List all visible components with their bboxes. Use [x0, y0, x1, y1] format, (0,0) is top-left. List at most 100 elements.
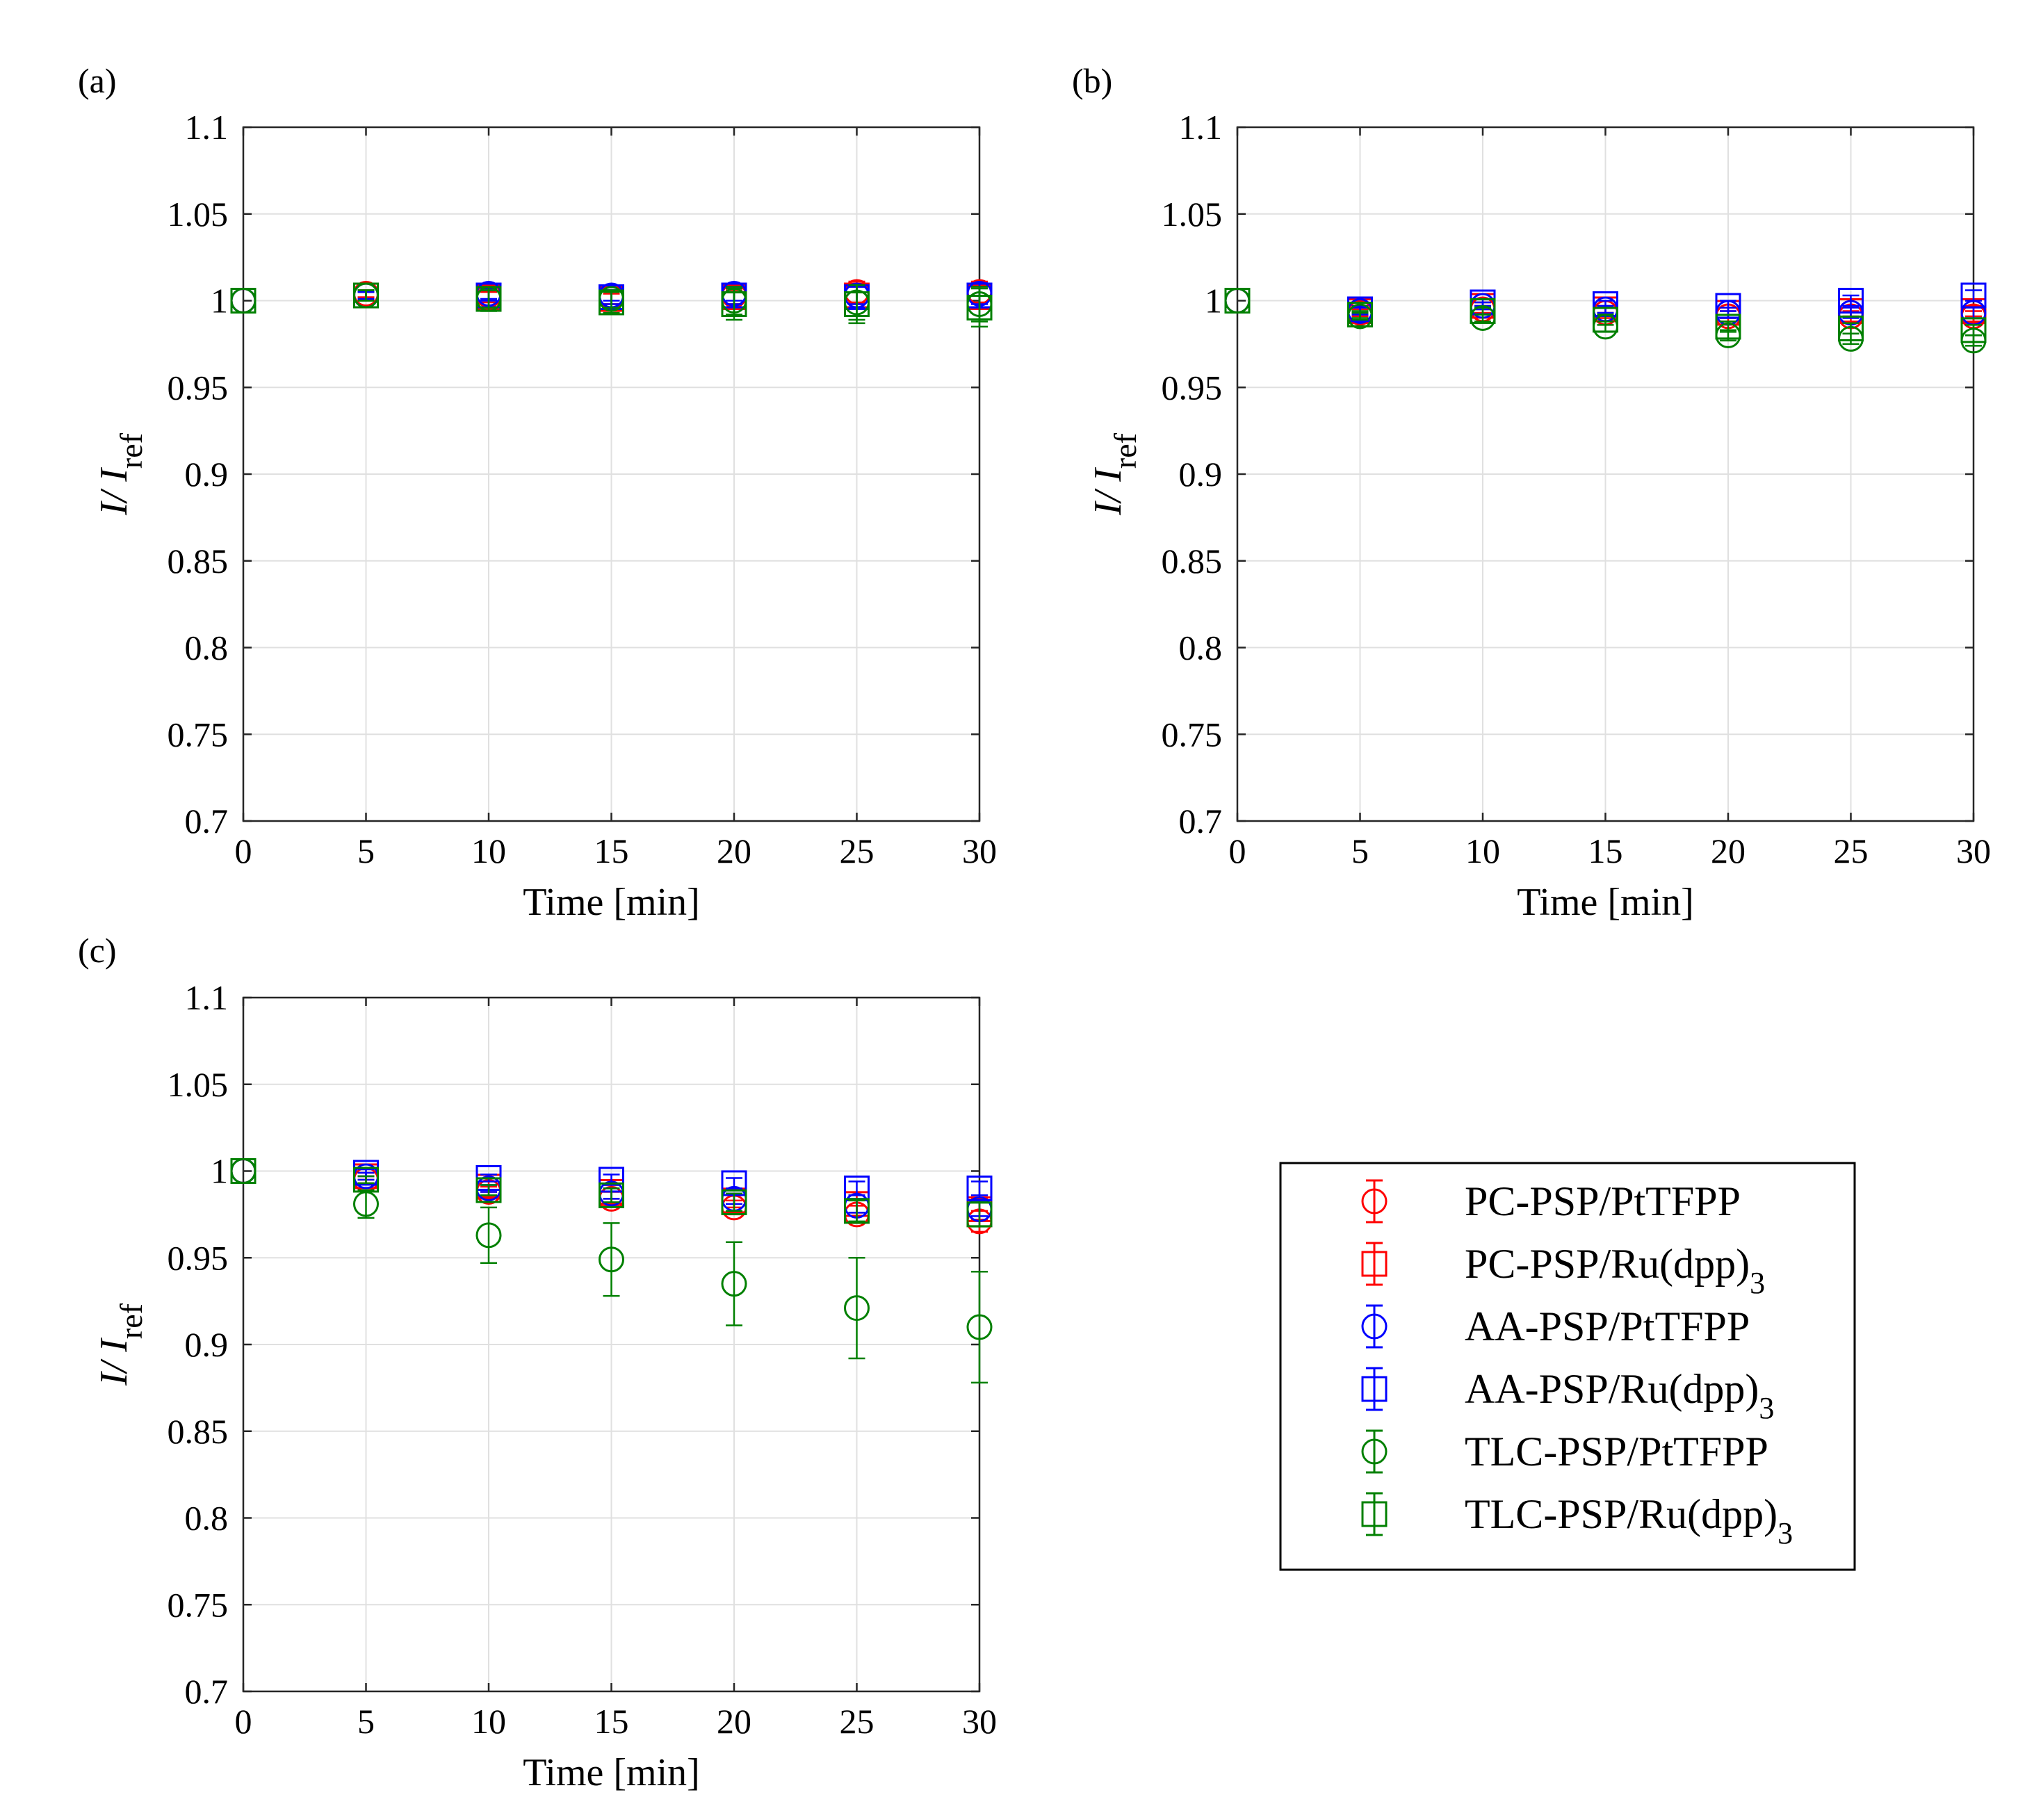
y-axis-label: I/ Iref: [1087, 432, 1143, 516]
x-tick-label: 25: [840, 1702, 874, 1741]
legend-label-main: PC-PSP/PtTFPP: [1465, 1178, 1741, 1224]
legend-entry: TLC-PSP/Ru(dpp)3: [1361, 1491, 1793, 1550]
x-tick-label: 0: [1229, 831, 1246, 870]
data-point: [353, 1167, 379, 1193]
legend-marker: [1361, 1188, 1388, 1214]
y-tick-label: 0.95: [1162, 368, 1223, 407]
x-tick-label: 30: [962, 831, 997, 870]
x-tick-label: 30: [1956, 831, 1991, 870]
x-tick-label: 0: [235, 1702, 252, 1741]
x-tick-label: 20: [1711, 831, 1746, 870]
data-point: [1960, 282, 1987, 309]
y-tick-label: 1.1: [185, 978, 229, 1017]
y-tick-label: 0.85: [168, 542, 229, 580]
legend-marker: [1361, 1501, 1388, 1527]
data-point: [1470, 298, 1496, 324]
data-point: [353, 282, 379, 309]
legend-entry: TLC-PSP/PtTFPP: [1361, 1429, 1768, 1474]
legend-marker: [1361, 1376, 1388, 1402]
y-tick-label: 1.05: [168, 1065, 229, 1104]
data-point: [966, 1201, 993, 1228]
data-point: [721, 1271, 747, 1297]
y-tick-label: 0.9: [185, 1325, 229, 1364]
panel-a: (a) 0 5 10 15 20 25 30 0.7 0.75 0.8 0.85 0.9 0.95 1 1.0…: [78, 61, 997, 924]
legend-marker: [1361, 1438, 1388, 1465]
data-point: [1593, 307, 1618, 333]
legend-label-main: PC-PSP/Ru(dpp): [1465, 1241, 1750, 1287]
data-point: [230, 1158, 257, 1184]
x-tick-label: 5: [357, 1702, 375, 1741]
y-axis-label-text: I/ Iref: [1087, 432, 1143, 516]
y-tick-label: 1: [1205, 282, 1222, 320]
legend: PC-PSP/PtTFPPPC-PSP/Ru(dpp)3AA-PSP/PtTFP…: [1279, 1162, 1856, 1571]
data-point: [599, 289, 624, 316]
data-point: [1838, 315, 1864, 341]
x-tick-label: 0: [235, 831, 252, 870]
y-axis-label-sub: ref: [113, 1303, 149, 1339]
y-tick-label: 0.8: [185, 1499, 229, 1538]
y-tick-label: 0.8: [185, 628, 229, 667]
legend-entry: PC-PSP/Ru(dpp)3: [1361, 1241, 1765, 1300]
x-tick-label: 30: [962, 1702, 997, 1741]
data-point: [844, 291, 870, 317]
legend-marker: [1361, 1251, 1388, 1277]
legend-label-main: TLC-PSP/PtTFPP: [1465, 1429, 1768, 1474]
y-axis-label: I/ Iref: [92, 1303, 149, 1386]
legend-entry: AA-PSP/Ru(dpp)3: [1361, 1366, 1774, 1425]
data-point: [844, 1198, 870, 1224]
y-tick-label: 0.85: [168, 1412, 229, 1451]
legend-marker: [1361, 1313, 1388, 1340]
y-tick-label: 0.7: [185, 802, 229, 840]
x-axis-label: Time [min]: [523, 1751, 700, 1794]
y-tick-label: 0.8: [1179, 628, 1223, 667]
legend-entry: AA-PSP/PtTFPP: [1361, 1303, 1750, 1349]
legend-label-sub: 3: [1750, 1266, 1765, 1300]
data-point: [721, 1189, 747, 1215]
legend-label-main: AA-PSP/Ru(dpp): [1465, 1366, 1759, 1412]
x-tick-label: 25: [840, 831, 874, 870]
panel-label: (c): [78, 931, 117, 970]
x-tick-label: 15: [1588, 831, 1623, 870]
legend-label-sub: 3: [1777, 1516, 1793, 1550]
panel-c: (c) 0 5 10 15 20 25 30 0.7 0.75 0.8 0.85 0.9 0.95 1 1.0…: [78, 931, 997, 1794]
panel-label: (b): [1072, 61, 1112, 100]
legend-entry: PC-PSP/PtTFPP: [1361, 1178, 1741, 1224]
y-axis-label: I/ Iref: [92, 432, 149, 516]
y-tick-label: 0.9: [185, 455, 229, 494]
x-tick-label: 25: [1834, 831, 1869, 870]
y-tick-label: 0.75: [168, 1585, 229, 1624]
series-tlc-psp-ru-dpp-3: [230, 282, 993, 328]
data-point: [1715, 293, 1741, 319]
series-tlc-psp-ru-dpp-3: [1224, 288, 1987, 343]
y-tick-label: 0.95: [168, 368, 229, 407]
x-tick-label: 10: [471, 831, 506, 870]
x-tick-label: 10: [1465, 831, 1500, 870]
x-tick-label: 20: [717, 831, 751, 870]
data-point: [1960, 317, 1987, 343]
y-tick-label: 1: [211, 282, 228, 320]
panel-label: (a): [78, 61, 117, 100]
y-axis-label-main: I/ I: [1087, 467, 1130, 516]
y-tick-label: 1.1: [1179, 108, 1223, 147]
y-axis-label-sub: ref: [1107, 432, 1143, 469]
y-tick-label: 0.7: [1179, 802, 1223, 840]
x-tick-label: 10: [471, 1702, 506, 1741]
data-point: [1838, 288, 1864, 314]
data-point: [599, 1182, 624, 1208]
y-axis-label-text: I/ Iref: [92, 1303, 149, 1386]
y-axis-label-main: I/ I: [92, 467, 136, 516]
data-point: [844, 1295, 870, 1322]
data-point: [475, 1222, 502, 1249]
legend-label: PC-PSP/PtTFPP: [1465, 1178, 1741, 1224]
data-point: [1715, 314, 1741, 340]
y-tick-label: 0.9: [1179, 455, 1223, 494]
legend-label: AA-PSP/Ru(dpp)3: [1465, 1366, 1774, 1425]
data-point: [599, 1246, 624, 1273]
y-axis-label-text: I/ Iref: [92, 432, 149, 516]
y-tick-label: 0.75: [168, 715, 229, 754]
legend-label-sub: 3: [1759, 1391, 1774, 1425]
data-point: [721, 291, 747, 317]
legend-label: TLC-PSP/Ru(dpp)3: [1465, 1491, 1793, 1550]
series-tlc-psp-ru-dpp-3: [230, 1158, 993, 1228]
